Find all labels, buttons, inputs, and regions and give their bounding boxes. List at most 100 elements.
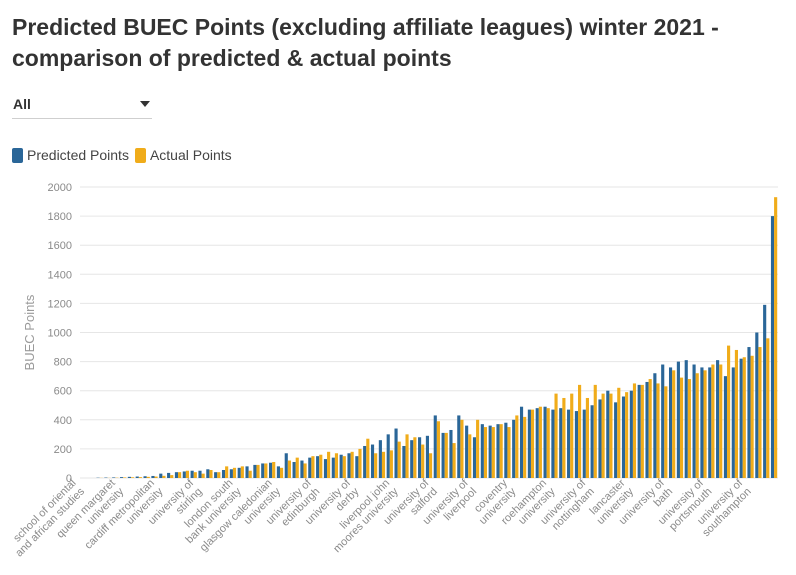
bar-predicted — [339, 454, 343, 478]
y-tick-label: 1000 — [48, 328, 72, 340]
bar-actual — [240, 466, 244, 478]
bar-predicted — [661, 364, 665, 478]
bar-actual — [483, 427, 488, 478]
legend-item-predicted[interactable]: Predicted Points — [12, 147, 129, 163]
bar-actual — [523, 416, 527, 478]
y-tick-label: 2000 — [48, 182, 72, 194]
bar-actual — [381, 451, 386, 478]
bar-actual — [515, 415, 519, 478]
bar-predicted — [159, 473, 163, 478]
bar-actual — [601, 393, 605, 478]
bar-actual — [146, 476, 150, 478]
bar-actual — [185, 470, 190, 478]
bar-predicted — [127, 476, 131, 478]
bar-actual — [248, 470, 252, 478]
bar-predicted — [747, 347, 751, 478]
bar-actual — [774, 197, 778, 478]
bar-actual — [648, 379, 652, 478]
bar-actual — [327, 451, 331, 478]
bar-predicted — [308, 457, 312, 478]
bar-predicted — [441, 432, 445, 478]
bar-actual — [358, 448, 362, 478]
y-tick-label: 1800 — [48, 211, 72, 223]
bar-predicted — [598, 399, 602, 478]
bar-predicted — [190, 470, 194, 478]
bar-predicted — [504, 422, 508, 478]
bar-actual — [209, 469, 213, 478]
chevron-down-icon — [140, 101, 150, 107]
bar-actual — [499, 424, 503, 478]
bar-actual — [405, 434, 409, 478]
bar-actual — [303, 463, 307, 478]
bar-actual — [397, 441, 401, 478]
bar-predicted — [221, 469, 226, 478]
bar-predicted — [692, 364, 696, 478]
page-title: Predicted BUEC Points (excluding affilia… — [12, 14, 719, 71]
bar-predicted — [543, 406, 547, 478]
bar-actual — [530, 409, 535, 478]
bar-predicted — [402, 445, 406, 478]
bar-predicted — [645, 381, 649, 478]
bar-predicted — [245, 466, 249, 478]
y-tick-label: 400 — [54, 415, 72, 427]
bar-predicted — [331, 457, 335, 478]
bar-actual — [389, 450, 393, 478]
bar-predicted — [614, 402, 618, 478]
bar-predicted — [323, 459, 328, 478]
bar-predicted — [606, 390, 610, 478]
bar-actual — [264, 463, 268, 478]
bar-predicted — [292, 461, 296, 478]
bar-actual — [460, 419, 464, 478]
legend-label-predicted: Predicted Points — [27, 147, 129, 163]
bar-actual — [350, 451, 354, 478]
y-tick-label: 1400 — [48, 269, 72, 281]
bar-predicted — [378, 440, 382, 478]
bar-predicted — [143, 476, 147, 478]
bar-predicted — [739, 358, 743, 478]
bar-predicted — [621, 396, 626, 478]
bar-predicted — [559, 408, 563, 478]
bar-predicted — [574, 411, 579, 478]
bar-predicted — [347, 453, 351, 478]
y-tick-label: 200 — [54, 444, 72, 456]
bar-predicted — [198, 470, 202, 478]
bar-actual — [750, 355, 754, 478]
bar-predicted — [731, 367, 735, 478]
bar-actual — [625, 392, 629, 478]
bar-predicted — [457, 415, 461, 478]
bar-actual — [193, 472, 197, 478]
bar-predicted — [637, 384, 641, 478]
filter-dropdown[interactable]: All — [12, 92, 152, 119]
bar-actual — [413, 437, 417, 478]
bar-actual — [491, 427, 495, 478]
bar-predicted — [676, 361, 680, 478]
bar-actual — [201, 473, 205, 478]
y-axis-label: BUEC Points — [22, 294, 37, 370]
bar-predicted — [425, 435, 429, 478]
bar-actual — [138, 477, 142, 478]
bar-actual — [578, 384, 582, 478]
bar-actual — [546, 408, 550, 478]
bar-predicted — [535, 408, 539, 478]
bar-actual — [609, 393, 613, 478]
bar-actual — [295, 457, 299, 478]
bar-actual — [217, 472, 221, 478]
bar-actual — [123, 477, 127, 478]
bar-predicted — [582, 409, 586, 478]
bar-predicted — [206, 469, 210, 478]
bar-actual — [256, 464, 260, 478]
bar-actual — [758, 347, 762, 478]
bar-predicted — [276, 466, 280, 478]
bar-predicted — [269, 462, 273, 478]
bar-predicted — [112, 477, 116, 478]
bar-predicted — [512, 419, 516, 478]
bar-actual — [570, 393, 574, 478]
legend-item-actual[interactable]: Actual Points — [134, 147, 232, 163]
bar-actual — [719, 364, 723, 478]
bar-actual — [640, 384, 644, 478]
bar-actual — [225, 466, 229, 478]
legend-swatch-predicted — [12, 147, 23, 163]
bar-actual — [742, 357, 746, 478]
bar-actual — [562, 397, 566, 478]
bar-predicted — [763, 304, 767, 478]
